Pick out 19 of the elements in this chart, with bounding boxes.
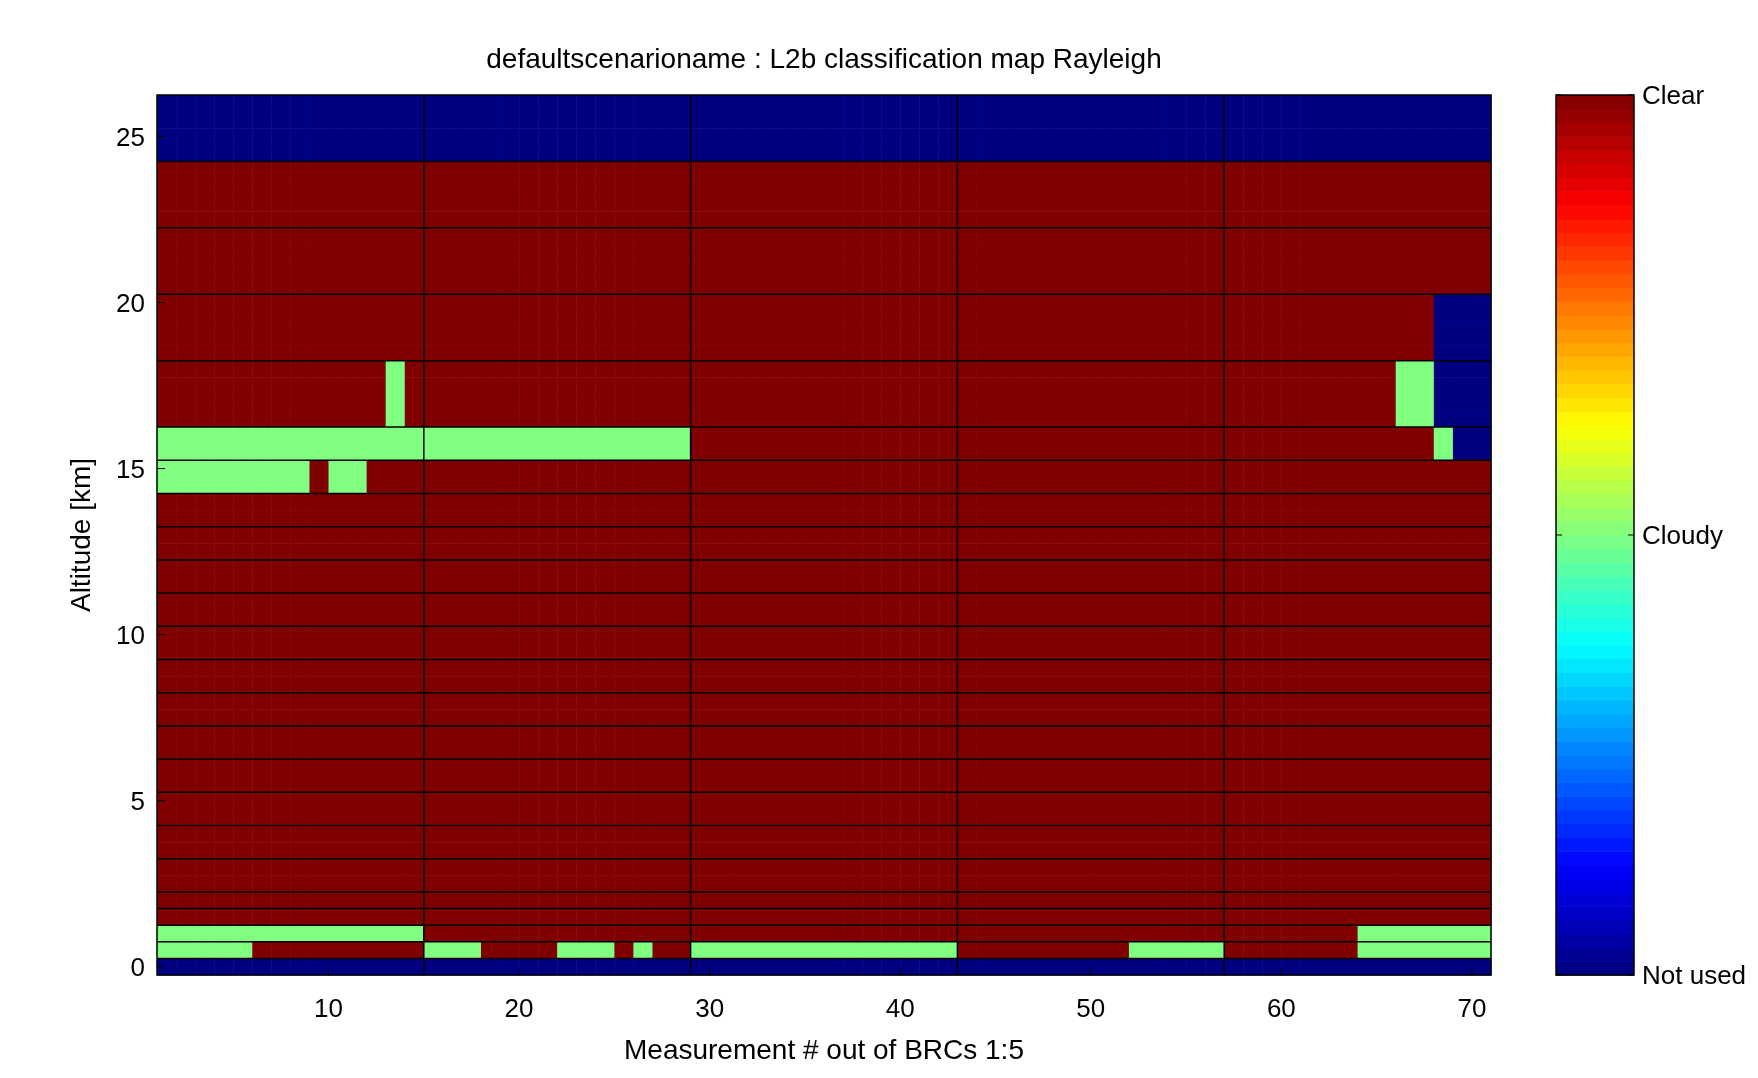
y-tick-label: 20 <box>116 287 145 318</box>
color-bar-label: Clear <box>1642 80 1705 110</box>
x-tick-label: 50 <box>1076 993 1106 1023</box>
chart-title: defaultscenarioname : L2b classification map Rayleigh <box>486 43 1162 74</box>
x-tick-label: 30 <box>695 993 725 1023</box>
x-tick-label: 10 <box>314 993 343 1023</box>
color-bar-label: Not used <box>1642 960 1747 990</box>
y-axis-title: Altitude [km] <box>65 457 96 613</box>
y-tick-label: 5 <box>130 785 145 816</box>
y-tick-label: 15 <box>116 453 145 484</box>
x-tick-label: 70 <box>1457 993 1487 1023</box>
color-bar-label: Cloudy <box>1642 520 1723 550</box>
y-tick-label: 25 <box>116 121 145 152</box>
x-tick-label: 60 <box>1266 993 1296 1023</box>
y-tick-label: 0 <box>130 951 145 982</box>
x-tick-label: 20 <box>504 993 534 1023</box>
x-tick-label: 40 <box>885 993 915 1023</box>
x-axis-title: Measurement # out of BRCs 1:5 <box>624 1034 1024 1065</box>
y-tick-label: 10 <box>116 619 145 650</box>
